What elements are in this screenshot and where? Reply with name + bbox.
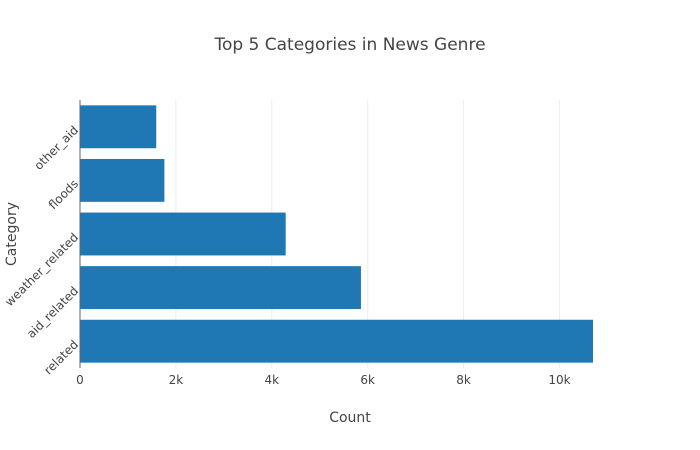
x-tick-label: 10k bbox=[548, 373, 570, 387]
bar-other_aid bbox=[80, 105, 157, 149]
x-tick-label: 2k bbox=[169, 373, 184, 387]
bar-aid_related bbox=[80, 266, 361, 310]
bar-floods bbox=[80, 158, 165, 202]
bars bbox=[80, 105, 593, 363]
bar-weather_related bbox=[80, 212, 286, 256]
y-tick-label: floods bbox=[46, 177, 81, 212]
y-tick-label: related bbox=[41, 337, 81, 377]
x-axis-title: Count bbox=[329, 410, 371, 426]
x-tick-label: 8k bbox=[456, 373, 471, 387]
x-tick-label: 4k bbox=[264, 373, 279, 387]
chart-title: Top 5 Categories in News Genre bbox=[213, 35, 485, 55]
x-tick-label: 6k bbox=[360, 373, 375, 387]
y-tick-label: other_aid bbox=[31, 123, 81, 173]
x-tick-labels: 0 2k 4k 6k 8k 10k bbox=[76, 373, 570, 387]
y-axis-title: Category bbox=[4, 202, 20, 266]
y-tick-label: aid_related bbox=[24, 284, 81, 341]
x-tick-label: 0 bbox=[76, 373, 84, 387]
bar-related bbox=[80, 319, 593, 363]
